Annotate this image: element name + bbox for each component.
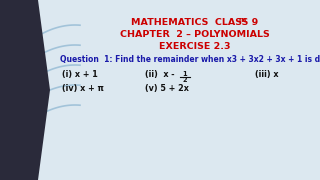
Text: 2: 2 [183, 77, 187, 83]
Text: (iii) x: (iii) x [255, 70, 278, 79]
Text: 1: 1 [183, 71, 187, 77]
Text: MATHEMATICS  CLASS 9: MATHEMATICS CLASS 9 [132, 18, 259, 27]
Text: TH: TH [237, 18, 246, 23]
Text: (ii)  x -: (ii) x - [145, 70, 177, 79]
Text: EXERCISE 2.3: EXERCISE 2.3 [159, 42, 231, 51]
Polygon shape [0, 0, 50, 180]
Text: Question  1: Find the remainder when x3 + 3x2 + 3x + 1 is divided by: Question 1: Find the remainder when x3 +… [60, 55, 320, 64]
Text: (i) x + 1: (i) x + 1 [62, 70, 98, 79]
Text: CHAPTER  2 – POLYNOMIALS: CHAPTER 2 – POLYNOMIALS [120, 30, 270, 39]
Text: (v) 5 + 2x: (v) 5 + 2x [145, 84, 189, 93]
Text: (iv) x + π: (iv) x + π [62, 84, 104, 93]
